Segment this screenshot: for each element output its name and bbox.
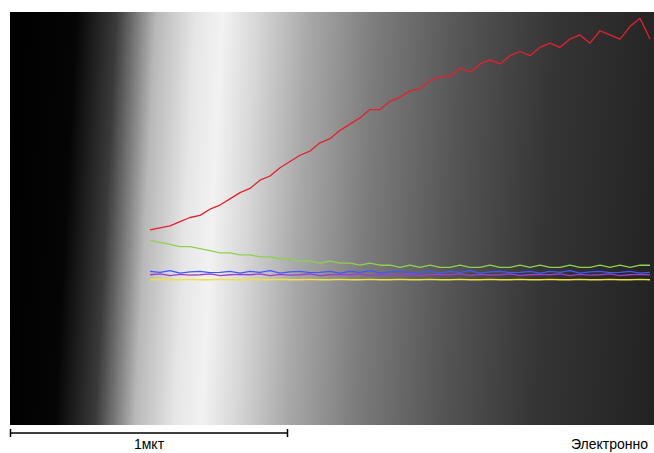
svg-text:Электронно: Электронно xyxy=(571,436,648,452)
svg-text:1мкт: 1мкт xyxy=(134,436,165,452)
